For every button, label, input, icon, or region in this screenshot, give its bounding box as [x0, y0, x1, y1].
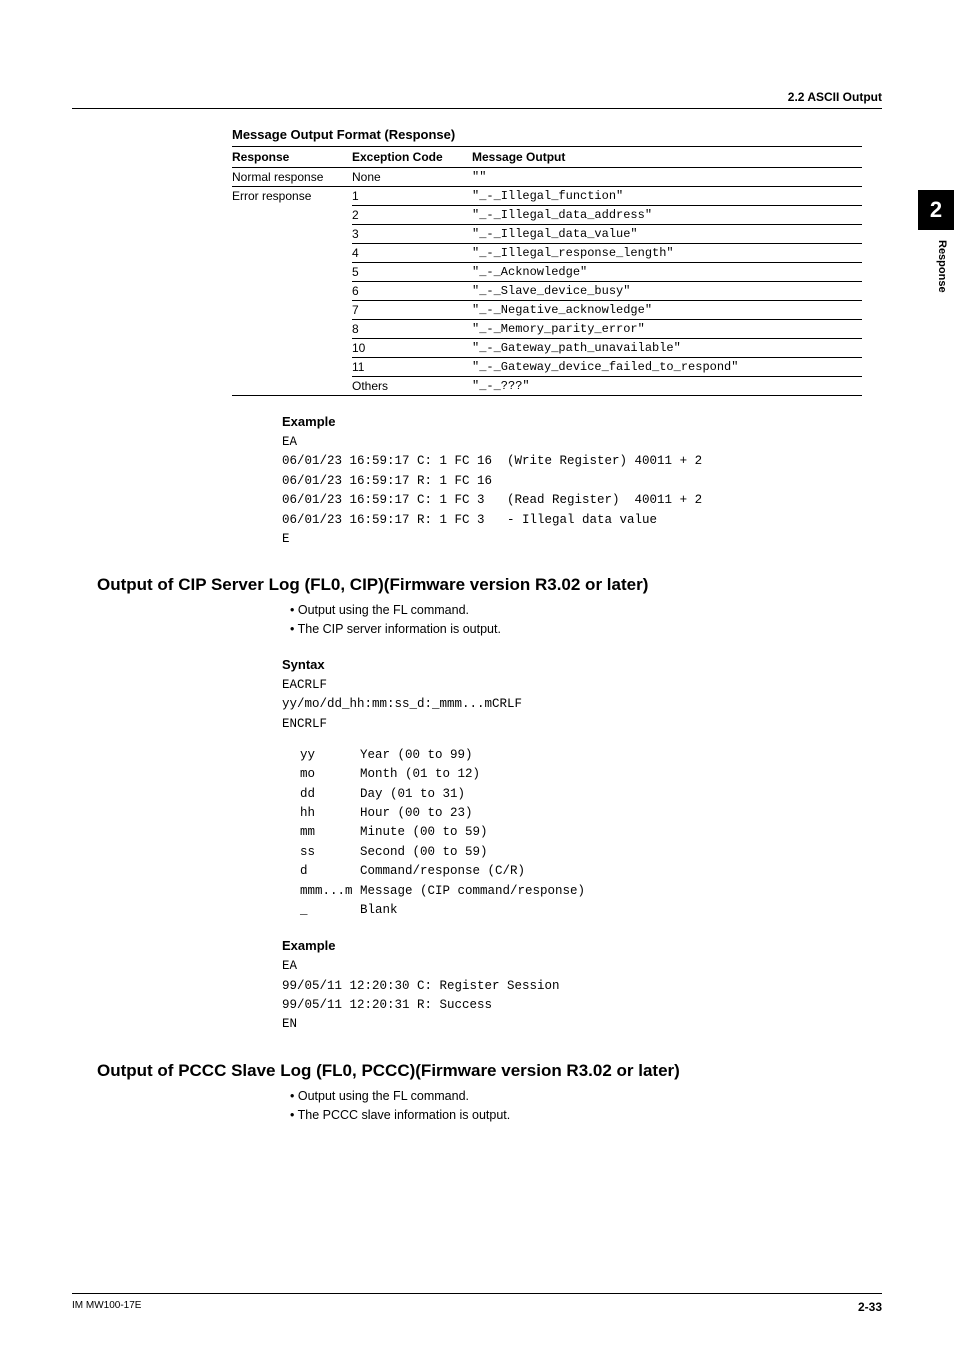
- cell-code: 10: [352, 339, 472, 358]
- table-row: 6 "_-_Slave_device_busy": [232, 282, 862, 301]
- cell-response: [232, 358, 352, 377]
- table-row: 10 "_-_Gateway_path_unavailable": [232, 339, 862, 358]
- table-row: Error response 1 "_-_Illegal_function": [232, 187, 862, 206]
- cell-output: "_-_Gateway_device_failed_to_respond": [472, 358, 862, 377]
- def-val: Message (CIP command/response): [360, 882, 585, 901]
- def-key: dd: [300, 785, 360, 804]
- section-heading-pccc: Output of PCCC Slave Log (FL0, PCCC)(Fir…: [97, 1061, 882, 1081]
- cell-response: [232, 225, 352, 244]
- cell-output: "_-_Negative_acknowledge": [472, 301, 862, 320]
- def-val: Minute (00 to 59): [360, 823, 488, 842]
- cell-output: "": [472, 168, 862, 187]
- def-key: ss: [300, 843, 360, 862]
- cell-code: 5: [352, 263, 472, 282]
- cell-response: [232, 282, 352, 301]
- page-content: 2.2 ASCII Output Message Output Format (…: [0, 0, 954, 1124]
- example-code: EA 06/01/23 16:59:17 C: 1 FC 16 (Write R…: [282, 433, 882, 549]
- cell-code: 3: [352, 225, 472, 244]
- table-row: Others "_-_???": [232, 377, 862, 396]
- cell-response: [232, 263, 352, 282]
- def-val: Second (00 to 59): [360, 843, 488, 862]
- bullet-item: The CIP server information is output.: [290, 620, 882, 639]
- def-val: Year (00 to 99): [360, 746, 473, 765]
- def-key: d: [300, 862, 360, 881]
- def-key: mo: [300, 765, 360, 784]
- cell-code: 8: [352, 320, 472, 339]
- cell-output: "_-_Illegal_data_address": [472, 206, 862, 225]
- cell-code: 4: [352, 244, 472, 263]
- syntax-definitions: yyYear (00 to 99) moMonth (01 to 12) ddD…: [300, 746, 882, 920]
- syntax-heading: Syntax: [282, 657, 882, 672]
- table-row: 2 "_-_Illegal_data_address": [232, 206, 862, 225]
- footer-page-number: 2-33: [858, 1300, 882, 1314]
- table-row: 7 "_-_Negative_acknowledge": [232, 301, 862, 320]
- def-val: Blank: [360, 901, 398, 920]
- def-key: _: [300, 901, 360, 920]
- table-row: 3 "_-_Illegal_data_value": [232, 225, 862, 244]
- cell-code: 1: [352, 187, 472, 206]
- cell-response: Error response: [232, 187, 352, 206]
- table-header: Exception Code: [352, 147, 472, 168]
- def-val: Day (01 to 31): [360, 785, 465, 804]
- cell-output: "_-_???": [472, 377, 862, 396]
- cell-output: "_-_Memory_parity_error": [472, 320, 862, 339]
- cell-code: None: [352, 168, 472, 187]
- cell-response: [232, 339, 352, 358]
- cell-output: "_-_Gateway_path_unavailable": [472, 339, 862, 358]
- def-key: hh: [300, 804, 360, 823]
- table-header: Message Output: [472, 147, 862, 168]
- cell-code: 2: [352, 206, 472, 225]
- syntax-code: EACRLF yy/mo/dd_hh:mm:ss_d:_mmm...mCRLF …: [282, 676, 882, 734]
- cell-code: 11: [352, 358, 472, 377]
- cell-output: "_-_Acknowledge": [472, 263, 862, 282]
- def-val: Hour (00 to 23): [360, 804, 473, 823]
- table-row: 5 "_-_Acknowledge": [232, 263, 862, 282]
- cell-code: 6: [352, 282, 472, 301]
- cell-response: Normal response: [232, 168, 352, 187]
- table-row: 11 "_-_Gateway_device_failed_to_respond": [232, 358, 862, 377]
- def-key: yy: [300, 746, 360, 765]
- page-footer: IM MW100-17E 2-33: [72, 1293, 882, 1314]
- cell-output: "_-_Illegal_data_value": [472, 225, 862, 244]
- footer-doc-id: IM MW100-17E: [72, 1300, 141, 1314]
- pccc-bullets: Output using the FL command. The PCCC sl…: [290, 1087, 882, 1125]
- cell-response: [232, 206, 352, 225]
- def-val: Command/response (C/R): [360, 862, 525, 881]
- cell-output: "_-_Illegal_response_length": [472, 244, 862, 263]
- cell-output: "_-_Illegal_function": [472, 187, 862, 206]
- def-key: mmm...m: [300, 882, 360, 901]
- table-row: 4 "_-_Illegal_response_length": [232, 244, 862, 263]
- bullet-item: The PCCC slave information is output.: [290, 1106, 882, 1125]
- cell-code: 7: [352, 301, 472, 320]
- example-heading: Example: [282, 414, 882, 429]
- cell-output: "_-_Slave_device_busy": [472, 282, 862, 301]
- table-title: Message Output Format (Response): [232, 127, 882, 142]
- def-val: Month (01 to 12): [360, 765, 480, 784]
- def-key: mm: [300, 823, 360, 842]
- running-header: 2.2 ASCII Output: [72, 90, 882, 109]
- cell-response: [232, 320, 352, 339]
- example-code-cip: EA 99/05/11 12:20:30 C: Register Session…: [282, 957, 882, 1035]
- table-header: Response: [232, 147, 352, 168]
- cell-response: [232, 301, 352, 320]
- bullet-item: Output using the FL command.: [290, 601, 882, 620]
- message-output-table: Response Exception Code Message Output N…: [232, 146, 862, 396]
- cell-response: [232, 377, 352, 396]
- bullet-item: Output using the FL command.: [290, 1087, 882, 1106]
- example-heading-cip: Example: [282, 938, 882, 953]
- table-row: Normal response None "": [232, 168, 862, 187]
- cell-response: [232, 244, 352, 263]
- cell-code: Others: [352, 377, 472, 396]
- section-heading-cip: Output of CIP Server Log (FL0, CIP)(Firm…: [97, 575, 882, 595]
- cip-bullets: Output using the FL command. The CIP ser…: [290, 601, 882, 639]
- table-row: 8 "_-_Memory_parity_error": [232, 320, 862, 339]
